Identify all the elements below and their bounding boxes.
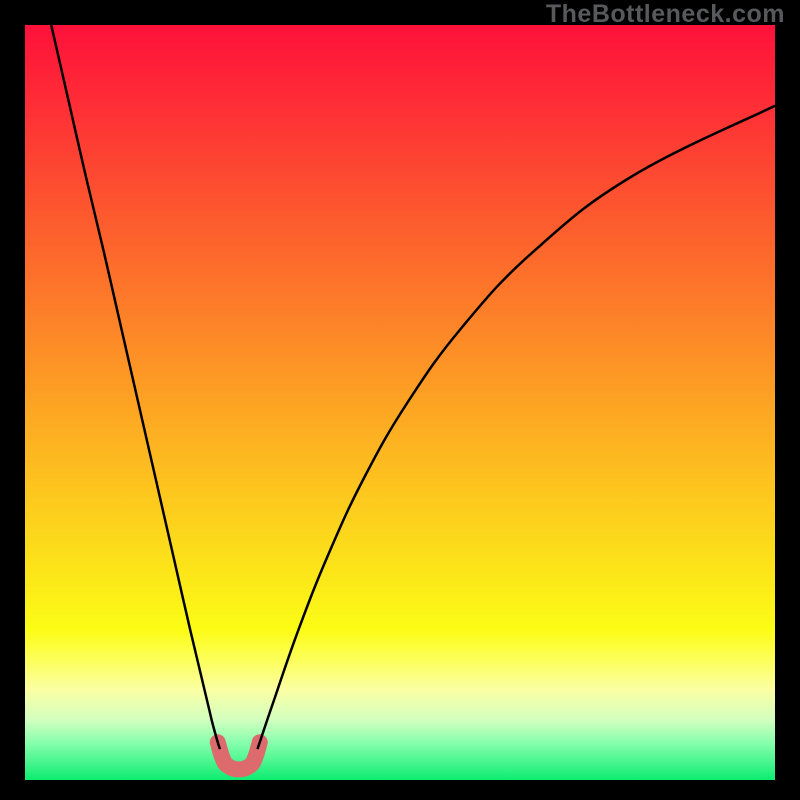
curve-right: [258, 106, 776, 749]
bottleneck-chart: [25, 25, 775, 780]
trough-marker: [218, 742, 260, 769]
watermark-text: TheBottleneck.com: [546, 0, 785, 29]
curve-left: [51, 25, 220, 749]
chart-frame: [25, 25, 775, 780]
